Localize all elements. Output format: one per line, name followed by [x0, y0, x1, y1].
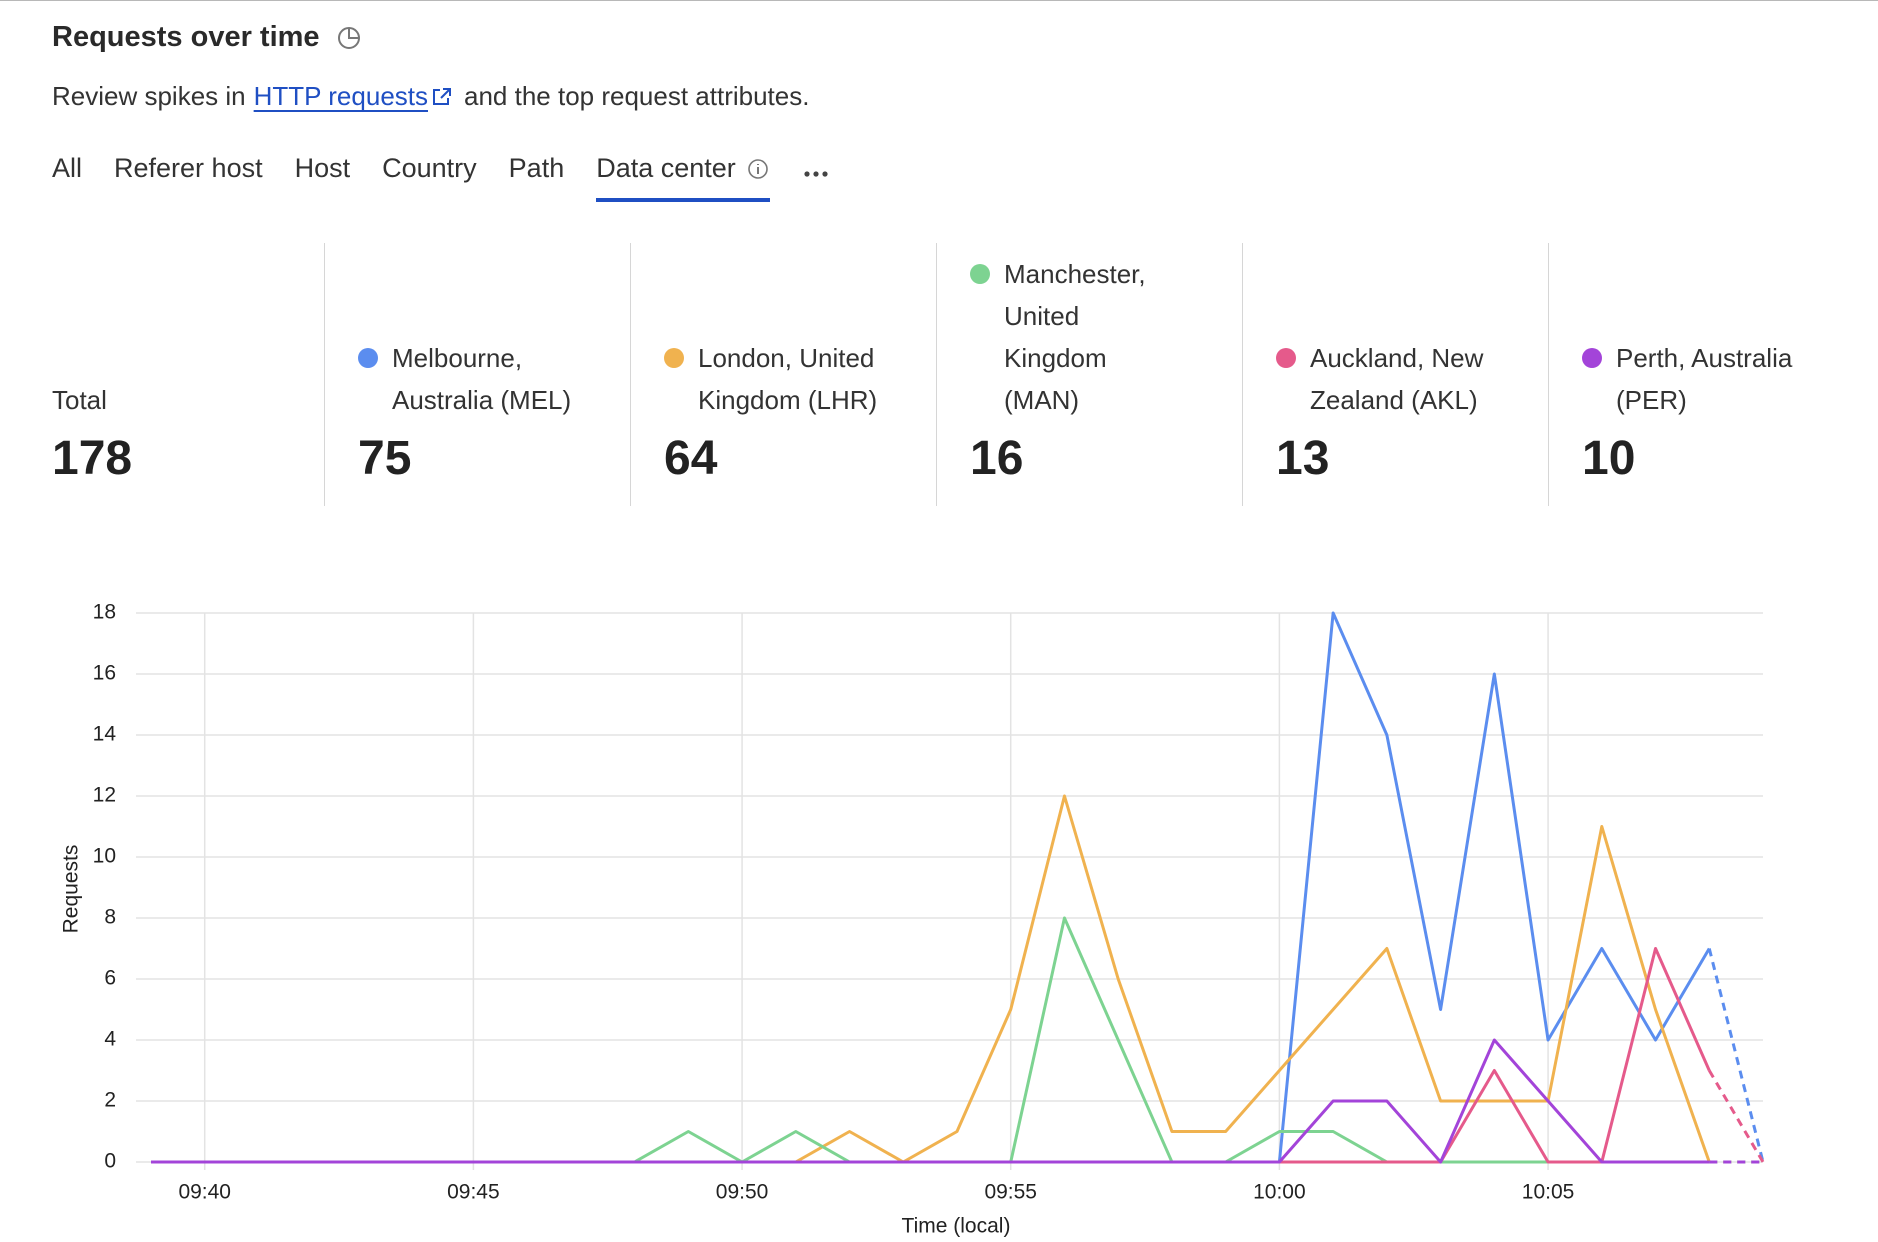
y-tick-label: 2 [104, 1089, 116, 1112]
series-line [151, 1038, 1710, 1164]
legend-dot [970, 264, 990, 284]
header: Requests over time [52, 21, 362, 54]
y-axis-label: Requests [60, 845, 83, 934]
stat-label-text: London, United Kingdom (LHR) [698, 343, 878, 415]
x-axis-label: Time (local) [902, 1215, 1011, 1238]
subtitle: Review spikes in HTTP requests and the t… [52, 81, 809, 112]
stat: Perth, Australia (PER) 10 [1548, 243, 1854, 506]
tab-label: Country [382, 153, 477, 183]
x-tick-label: 10:00 [1253, 1181, 1306, 1204]
stat-value: 10 [1582, 432, 1636, 485]
y-tick-label: 8 [104, 906, 116, 929]
more-button[interactable] [802, 153, 832, 183]
y-tick-label: 14 [93, 723, 117, 746]
info-icon[interactable] [746, 157, 770, 181]
stat-label: Perth, Australia (PER) [1582, 337, 1854, 421]
x-tick-label: 09:45 [447, 1181, 500, 1204]
x-tick-label: 09:40 [178, 1181, 231, 1204]
stat-value: 13 [1276, 432, 1330, 485]
y-tick-label: 18 [93, 601, 116, 624]
stat: Melbourne, Australia (MEL) 75 [324, 243, 630, 506]
stat-value: 178 [52, 432, 133, 485]
stat-label: Melbourne, Australia (MEL) [358, 337, 630, 421]
series-line [1707, 948, 1765, 1163]
x-tick-label: 09:55 [984, 1181, 1037, 1204]
y-tick-label: 0 [104, 1150, 116, 1173]
tabs: All Referer host Host Country Path Data cente… [52, 153, 832, 202]
y-tick-label: 4 [104, 1028, 116, 1051]
series-line [1707, 1069, 1765, 1163]
link[interactable]: HTTP requests [253, 81, 428, 111]
legend-dot [1582, 348, 1602, 368]
tab[interactable]: Referer host [114, 153, 263, 198]
stat-label: Total [52, 379, 324, 421]
stats: Total 178 Melbourne, Australia (MEL) 75 Lond… [52, 243, 1854, 506]
stat-value: 16 [970, 432, 1024, 485]
stat-label-text: Melbourne, Australia (MEL) [392, 343, 572, 415]
y-tick-label: 16 [93, 662, 116, 685]
stat: Total 178 [52, 243, 324, 506]
tab-label: Host [294, 153, 351, 183]
legend-dot [1276, 348, 1296, 368]
stat-value: 75 [358, 432, 412, 485]
y-tick-label: 12 [93, 784, 116, 807]
x-tick-label: 09:50 [716, 1181, 769, 1204]
subtitle-text: and the top request attributes. [464, 81, 810, 111]
tab[interactable]: Path [509, 153, 565, 198]
stat: London, United Kingdom (LHR) 64 [630, 243, 936, 506]
tab-label: Referer host [114, 153, 263, 183]
legend-dot [664, 348, 684, 368]
tab-label: All [52, 153, 83, 183]
stat: Manchester, United Kingdom (MAN) 16 [936, 243, 1242, 506]
y-tick-label: 10 [93, 845, 116, 868]
tab[interactable]: All [52, 153, 82, 198]
external-icon [433, 87, 451, 105]
stat-value: 64 [664, 432, 718, 485]
stat-label-text: Auckland, New Zealand (AKL) [1310, 343, 1484, 415]
title: Requests over time [52, 21, 320, 53]
stat-label-text: Manchester, United Kingdom (MAN) [1004, 259, 1146, 415]
stat-label-text: Perth, Australia (PER) [1616, 343, 1793, 415]
stat: Auckland, New Zealand (AKL) 13 [1242, 243, 1548, 506]
tab[interactable]: Data center [596, 153, 770, 202]
subtitle-text: Review spikes in [52, 81, 246, 111]
chart-icon[interactable] [336, 25, 362, 51]
tab-label: Data center [596, 153, 736, 183]
series-line [151, 947, 1711, 1164]
tab-label: Path [508, 153, 565, 183]
legend-dot [358, 348, 378, 368]
x-tick-label: 10:05 [1522, 1181, 1575, 1204]
stat-label: London, United Kingdom (LHR) [664, 337, 936, 421]
tab[interactable]: Host [295, 153, 351, 198]
stat-label: Auckland, New Zealand (AKL) [1276, 337, 1548, 421]
stat-label-text: Total [52, 385, 107, 415]
stat-label: Manchester, United Kingdom (MAN) [970, 253, 1242, 421]
tab[interactable]: Country [382, 153, 477, 198]
y-tick-label: 6 [104, 967, 116, 990]
